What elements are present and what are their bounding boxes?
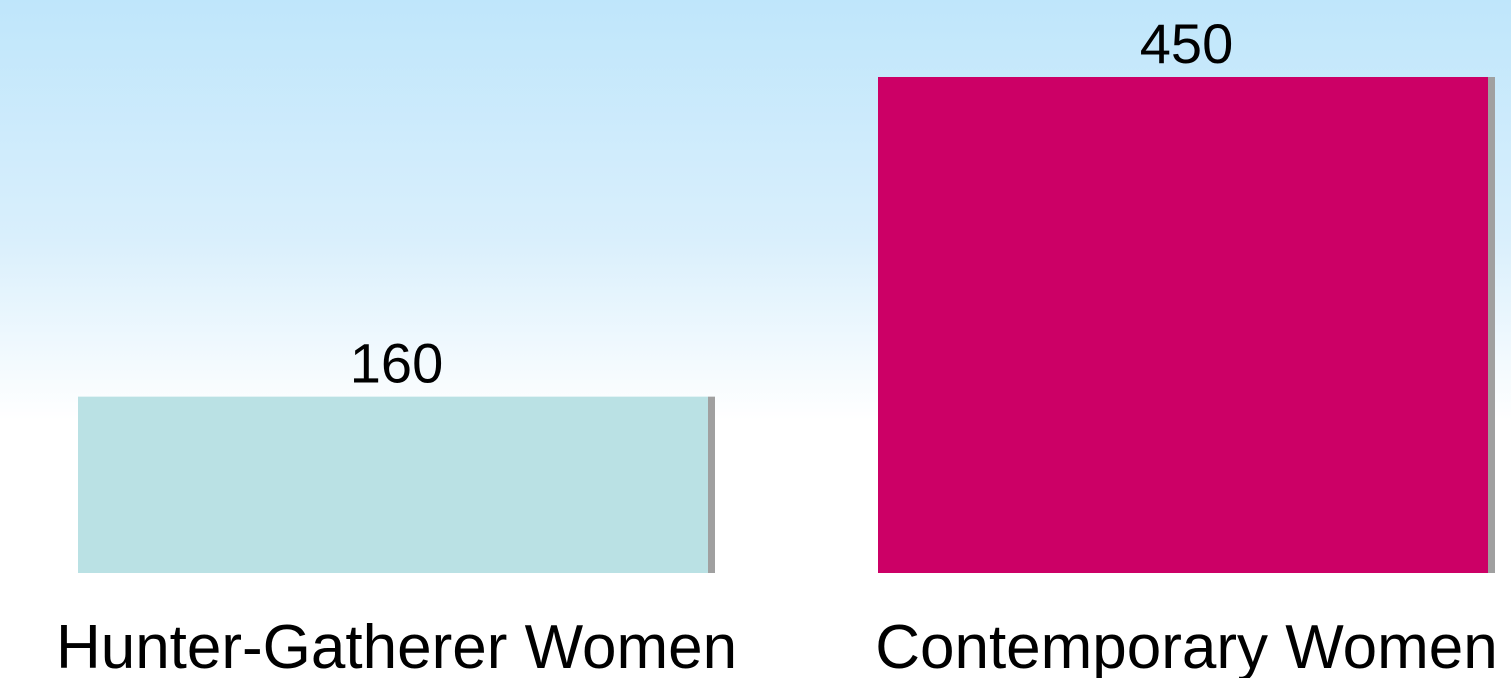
data-label-0: 160: [350, 332, 443, 395]
bar-shadow-1: [1488, 77, 1495, 573]
bars-layer: [78, 77, 1495, 573]
bar-shadow-0: [708, 396, 715, 573]
data-labels-layer: 160 450: [350, 12, 1233, 395]
data-label-1: 450: [1140, 12, 1233, 75]
bar-1: [878, 77, 1488, 573]
category-labels-layer: Hunter-Gatherer Women Contemporary Women: [56, 613, 1498, 678]
category-label-1: Contemporary Women: [875, 613, 1498, 678]
category-label-0: Hunter-Gatherer Women: [56, 613, 737, 678]
bar-0: [78, 396, 708, 573]
